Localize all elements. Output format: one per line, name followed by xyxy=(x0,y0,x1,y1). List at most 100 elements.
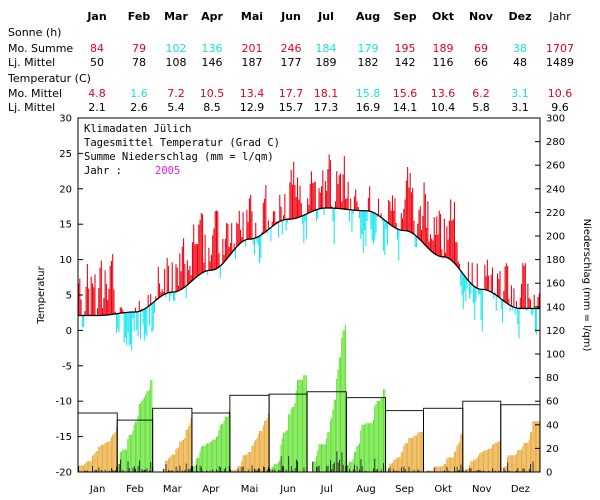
month-header-jul: Jul xyxy=(318,10,334,23)
precip-daily-bar xyxy=(461,470,463,472)
legend-line-3: Summe Niederschlag (mm = l/qm) xyxy=(84,151,274,163)
precip-cumulative-bar xyxy=(126,449,128,472)
precip-cumulative-bar xyxy=(488,448,490,472)
precip-cumulative-bar xyxy=(274,463,276,472)
precip-cumulative-bar xyxy=(275,463,277,472)
temp-day-bar xyxy=(326,190,328,208)
precip-daily-bar xyxy=(149,470,150,472)
temp-day-bar xyxy=(226,222,228,259)
precip-cumulative-bar xyxy=(365,423,367,472)
temp-day-bar xyxy=(510,285,512,307)
temp-day-bar xyxy=(200,213,202,274)
temp-day-bar xyxy=(364,210,366,231)
precip-daily-bar xyxy=(488,470,490,472)
temp-day-bar xyxy=(356,201,358,211)
temp-day-bar xyxy=(131,312,133,351)
precip-cumulative-bar xyxy=(429,470,431,472)
temp-day-bar xyxy=(518,308,520,339)
temp-day-bar xyxy=(367,197,369,211)
precip-cumulative-bar xyxy=(421,431,422,472)
precip-cumulative-bar xyxy=(450,457,452,472)
precip-cumulative-bar xyxy=(221,424,222,472)
temp-day-bar xyxy=(319,192,321,209)
temp-day-bar xyxy=(176,267,178,292)
temp-day-bar xyxy=(88,288,90,316)
precip-daily-bar xyxy=(133,466,135,472)
temp-day-bar xyxy=(407,167,409,232)
temp-day-bar xyxy=(170,292,172,296)
precip-daily-bar xyxy=(175,466,177,472)
temp-day-bar xyxy=(214,211,216,270)
precip-cumulative-bar xyxy=(217,435,219,472)
temp-day-bar xyxy=(270,227,272,242)
temp-day-bar xyxy=(495,295,497,311)
precip-daily-bar xyxy=(532,461,534,472)
temp-day-bar xyxy=(279,195,281,222)
right-axis-label: Niederschlag (mm = l/qm) xyxy=(581,219,592,352)
temp-day-bar xyxy=(346,198,348,210)
temp-day-bar xyxy=(212,235,214,271)
temp-day-bar xyxy=(496,273,499,297)
precip-cumulative-bar xyxy=(526,442,528,472)
precip-cumulative-bar xyxy=(261,431,263,472)
precip-daily-bar xyxy=(176,470,178,472)
precip-daily-bar xyxy=(444,470,445,472)
precip-cumulative-bar xyxy=(332,409,334,472)
temp-day-bar xyxy=(493,293,495,299)
precip-daily-bar xyxy=(337,462,339,472)
temp-day-bar xyxy=(217,211,219,268)
temp-day-bar xyxy=(427,201,429,248)
precip-cumulative-bar xyxy=(393,460,395,472)
table-cell-year: 1489 xyxy=(546,56,574,69)
precip-daily-bar xyxy=(408,466,410,472)
table-cell: 38 xyxy=(513,42,527,55)
precip-cumulative-bar xyxy=(305,375,307,472)
precip-daily-bar xyxy=(354,464,355,472)
precip-cumulative-bar xyxy=(285,430,287,472)
precip-cumulative-bar xyxy=(477,455,479,472)
precip-cumulative-bar xyxy=(534,421,536,472)
precip-daily-bar xyxy=(218,466,220,472)
precip-daily-bar xyxy=(507,462,509,472)
precip-cumulative-bar xyxy=(513,455,515,472)
precip-cumulative-bar xyxy=(318,444,320,472)
precip-daily-bar xyxy=(317,466,319,472)
precip-cumulative-bar xyxy=(127,438,129,472)
temp-day-bar xyxy=(169,292,171,302)
precip-daily-bar xyxy=(349,468,350,472)
temp-day-bar xyxy=(322,170,324,209)
precip-cumulative-bar xyxy=(215,436,217,472)
temp-day-bar xyxy=(298,199,300,218)
precip-daily-bar xyxy=(303,467,305,472)
precip-daily-bar xyxy=(342,464,344,472)
precip-daily-bar xyxy=(517,468,519,472)
temp-day-bar xyxy=(202,214,204,273)
temp-day-bar xyxy=(441,249,443,257)
table-cell: 79 xyxy=(132,42,146,55)
precip-cumulative-bar xyxy=(277,462,279,472)
table-cell: 3.1 xyxy=(511,87,529,100)
x-tick-label: Sep xyxy=(395,484,414,495)
precip-cumulative-bar xyxy=(489,448,491,472)
temp-day-bar xyxy=(186,260,188,285)
temp-day-bar xyxy=(132,312,134,319)
temp-day-bar xyxy=(505,263,507,303)
precip-cumulative-bar xyxy=(131,434,133,472)
temp-day-bar xyxy=(388,199,390,224)
temp-day-bar xyxy=(467,261,469,281)
precip-cumulative-bar xyxy=(505,466,507,472)
temp-day-bar xyxy=(179,253,181,291)
temp-day-bar xyxy=(272,211,274,226)
precip-daily-bar xyxy=(269,468,271,472)
temp-day-bar xyxy=(331,205,333,209)
temp-day-bar xyxy=(251,211,253,239)
temp-day-bar xyxy=(110,261,112,315)
left-tick-label: -15 xyxy=(56,432,72,443)
precip-daily-bar xyxy=(504,470,506,472)
precip-cumulative-bar xyxy=(522,446,524,472)
temp-day-bar xyxy=(531,308,533,316)
precip-cumulative-bar xyxy=(150,379,152,472)
precip-cumulative-bar xyxy=(133,424,135,472)
temp-day-bar xyxy=(303,215,305,244)
precip-cumulative-bar xyxy=(410,437,412,472)
